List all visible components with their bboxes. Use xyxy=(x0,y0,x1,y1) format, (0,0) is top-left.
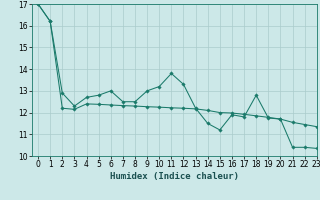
X-axis label: Humidex (Indice chaleur): Humidex (Indice chaleur) xyxy=(110,172,239,181)
